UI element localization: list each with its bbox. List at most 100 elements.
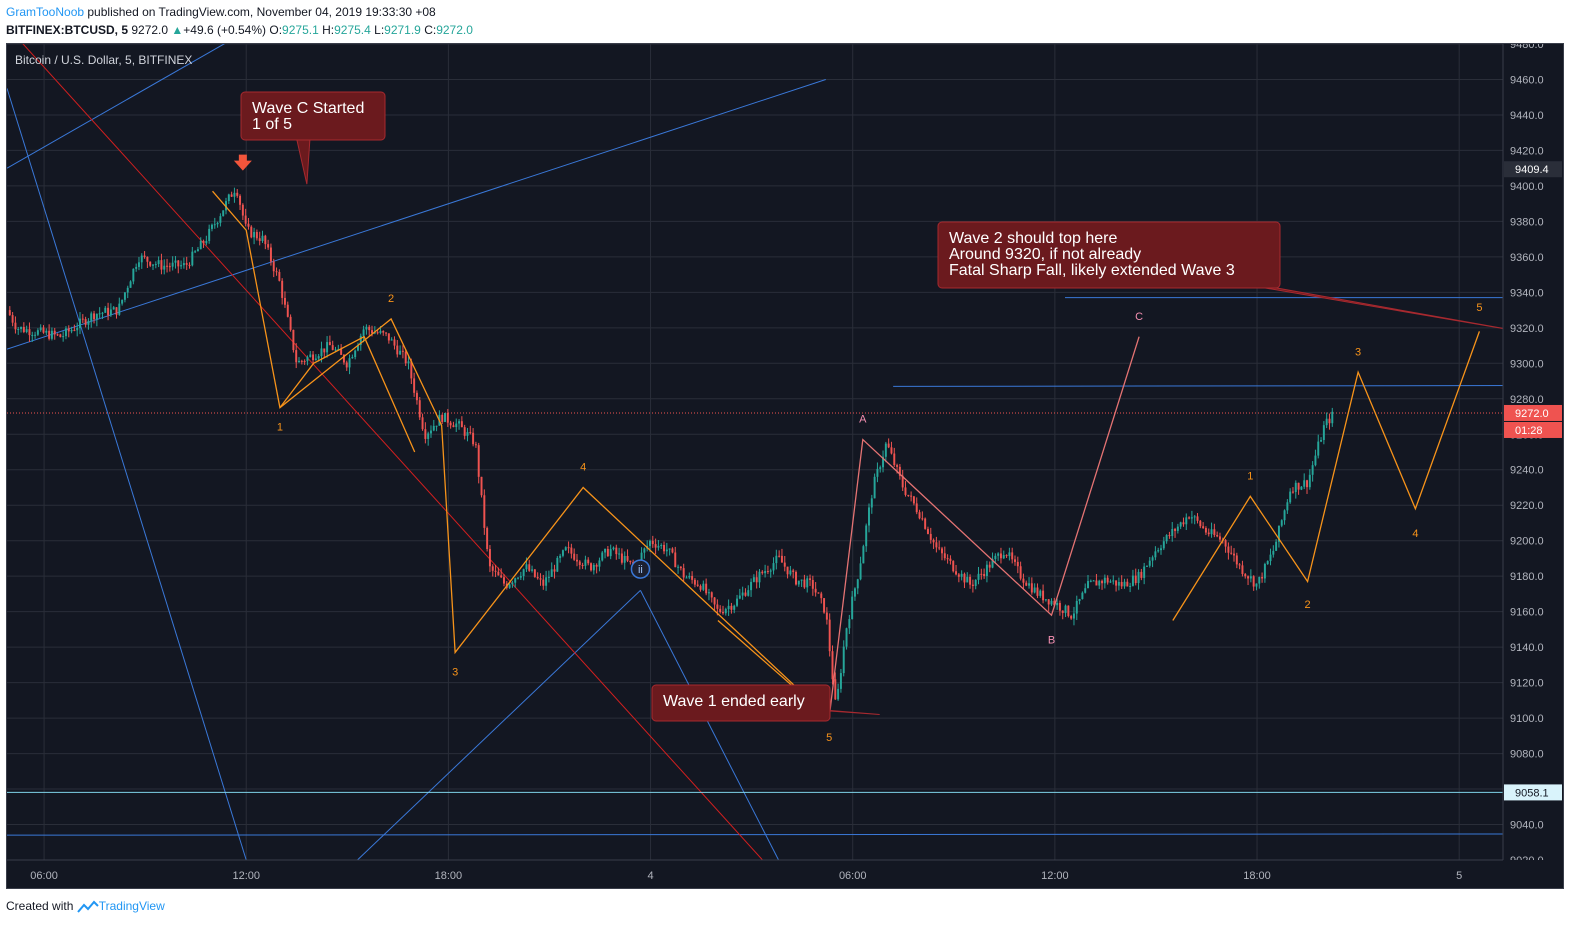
candle-body xyxy=(1081,592,1084,600)
candle-body xyxy=(28,329,31,336)
tradingview-logo-icon xyxy=(76,900,99,914)
candle-body xyxy=(1112,580,1115,582)
candle-body xyxy=(362,329,365,336)
candle-body xyxy=(654,544,657,548)
candle-body xyxy=(258,238,261,241)
candle-body xyxy=(1070,616,1073,619)
candle-body xyxy=(182,263,185,266)
candle-body xyxy=(62,336,65,338)
candle-body xyxy=(1123,581,1126,587)
candle-body xyxy=(1137,571,1140,584)
chart-title: Bitcoin / U.S. Dollar, 5, BITFINEX xyxy=(15,53,192,67)
candle-body xyxy=(1233,553,1235,556)
candle-body xyxy=(174,260,177,263)
candle-body xyxy=(545,577,548,586)
candle-body xyxy=(884,443,887,457)
candle-body xyxy=(508,584,511,588)
candle-body xyxy=(716,604,719,609)
candle-body xyxy=(837,688,840,700)
candle-body xyxy=(620,553,623,563)
candle-body xyxy=(56,334,59,336)
candle-body xyxy=(494,570,497,572)
candle-body xyxy=(1014,559,1016,562)
candle-body xyxy=(320,348,323,357)
candle-body xyxy=(705,583,708,594)
trend-line-blue xyxy=(7,79,826,350)
candle-body xyxy=(1044,599,1047,601)
time-tick-label: 12:00 xyxy=(232,870,260,882)
candle-body xyxy=(1238,564,1241,566)
candle-body xyxy=(1134,575,1137,584)
candle-body xyxy=(988,564,991,568)
trend-line-blue xyxy=(357,590,641,861)
trend-line-blue xyxy=(893,384,1563,387)
candle-body xyxy=(898,466,901,476)
candle-body xyxy=(612,547,615,550)
candle-body xyxy=(660,545,663,547)
candle-body xyxy=(539,578,542,580)
candle-body xyxy=(502,577,505,584)
candle-body xyxy=(525,564,528,570)
candle-body xyxy=(213,224,216,226)
low-value: 9271.9 xyxy=(384,23,421,37)
price-axis[interactable]: 9020.09040.09060.09080.09100.09120.09140… xyxy=(1504,44,1562,867)
candle-body xyxy=(432,425,435,431)
candle-body xyxy=(1039,590,1042,596)
candle-body xyxy=(853,588,856,597)
time-axis-bg xyxy=(7,860,1563,888)
candle-body xyxy=(390,339,393,341)
price-tick-label: 9200.0 xyxy=(1510,536,1544,548)
candle-body xyxy=(160,260,163,270)
candle-body xyxy=(253,232,256,238)
candle-body xyxy=(817,592,820,594)
down-arrow-icon xyxy=(233,154,252,171)
candle-body xyxy=(73,329,76,331)
price-tick-label: 9300.0 xyxy=(1510,358,1544,370)
callout-box xyxy=(937,221,1281,289)
candle-body xyxy=(578,561,581,565)
candle-body xyxy=(1115,580,1118,586)
candle-body xyxy=(98,313,101,315)
candle-body xyxy=(81,318,84,320)
candle-body xyxy=(230,194,233,197)
candle-body xyxy=(1244,574,1247,577)
candle-body xyxy=(839,673,842,689)
candle-body xyxy=(581,564,584,566)
candle-body xyxy=(980,573,983,575)
candle-body xyxy=(590,563,593,571)
close-label: C: xyxy=(424,23,437,37)
candle-body xyxy=(831,651,834,680)
candle-body xyxy=(564,547,567,551)
time-tick-label: 18:00 xyxy=(1243,870,1271,882)
author-link[interactable]: GramTooNoob xyxy=(6,5,85,19)
candle-body xyxy=(455,423,458,428)
candle-body xyxy=(971,584,974,586)
candle-body xyxy=(180,265,183,267)
candle-body xyxy=(286,304,289,317)
candle-body xyxy=(441,414,444,422)
time-axis[interactable]: 06:00 12:00 18:00 4 06:00 12:00 18:00 5 xyxy=(30,870,1462,882)
candle-body xyxy=(300,360,303,362)
candle-body xyxy=(317,356,320,359)
time-tick-label: 12:00 xyxy=(1041,870,1069,882)
candle-body xyxy=(1311,465,1314,475)
candle-body xyxy=(626,555,629,561)
candle-body xyxy=(668,548,671,550)
candle-body xyxy=(1140,571,1143,578)
tradingview-link[interactable]: TradingView xyxy=(98,899,165,913)
price-tick-label: 9340.0 xyxy=(1510,287,1544,299)
candle-body xyxy=(949,558,952,561)
candle-body xyxy=(1106,577,1109,583)
candle-body xyxy=(977,573,980,580)
candle-body xyxy=(834,679,837,700)
published-text: published on TradingView.com, November 0… xyxy=(84,5,436,19)
candle-body xyxy=(1252,576,1255,587)
candle-body xyxy=(999,553,1002,559)
candle-body xyxy=(1325,418,1328,426)
candle-body xyxy=(960,573,963,577)
candle-body xyxy=(531,569,534,571)
candle-body xyxy=(517,577,520,579)
candle-body xyxy=(1188,517,1191,519)
